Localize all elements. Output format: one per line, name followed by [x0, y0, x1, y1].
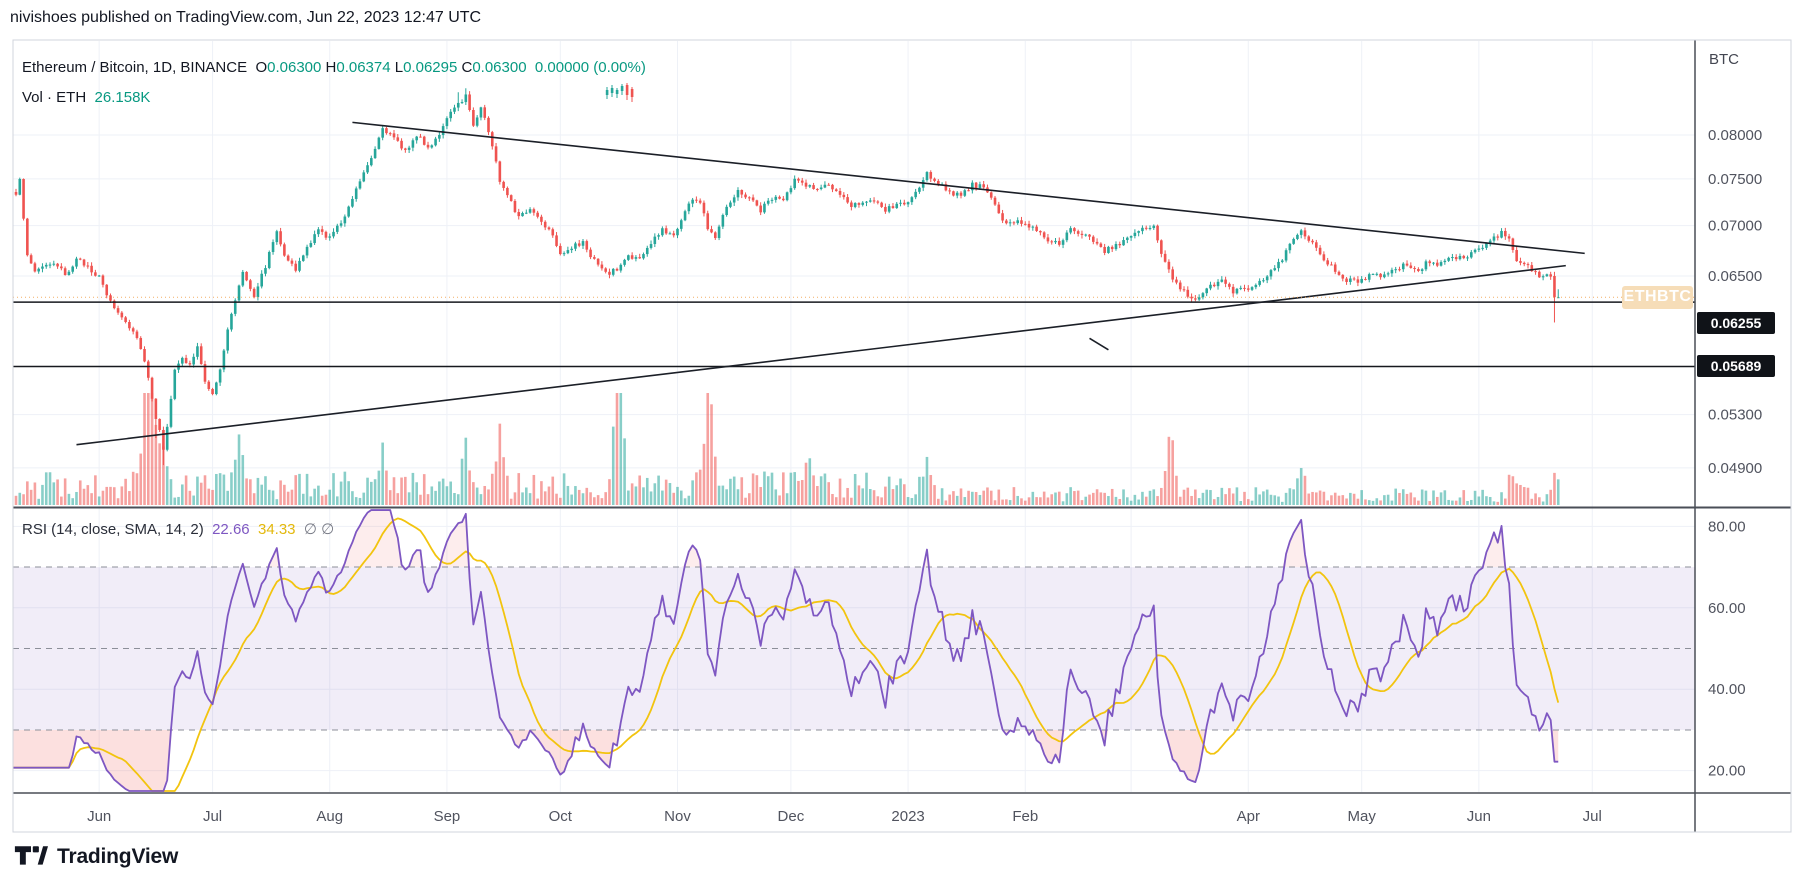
time-axis-label[interactable]: Jul: [1583, 808, 1602, 825]
volume-legend: Vol · ETH 26.158K: [22, 89, 150, 106]
rsi-oversold-fill: [13, 729, 1559, 792]
ohlc-value: 0.06300: [472, 59, 531, 76]
price-tick: 0.05300: [1708, 407, 1762, 424]
volume-bars: [14, 393, 1560, 505]
rsi-empty-1: ∅: [303, 521, 317, 538]
published-header: nivishoes published on TradingView.com, …: [10, 9, 482, 26]
time-axis-label[interactable]: Jul: [203, 808, 222, 825]
trendline-descending-resistance[interactable]: [352, 121, 1585, 255]
axis-labels: 0.08000 0.07500 0.07000 0.06500 0.05300 0.049…: [87, 127, 1762, 825]
price-tick: 0.07000: [1708, 218, 1762, 235]
change-percent: (0.00%): [593, 59, 646, 76]
rsi-line: [13, 509, 1559, 792]
change-value: 0.00000: [534, 59, 590, 76]
rsi-title: RSI (14, close, SMA, 14, 2): [22, 521, 204, 538]
rsi-legend: RSI (14, close, SMA, 14, 2) 22.66 34.33 …: [22, 520, 334, 538]
rsi-empty-2: ∅: [321, 521, 335, 538]
gridlines: [13, 41, 1695, 792]
symbol-price-badge: ETHBTC: [1622, 285, 1693, 309]
chart-frame: [12, 39, 1792, 833]
trendline-small-mark[interactable]: [1089, 337, 1109, 351]
time-axis-label[interactable]: Jun: [87, 808, 111, 825]
rsi-pane: [13, 509, 1695, 792]
time-axis-label[interactable]: Sep: [434, 808, 461, 825]
time-axis-label[interactable]: Nov: [664, 808, 691, 825]
time-axis-label[interactable]: 2023: [891, 808, 924, 825]
time-axis-label[interactable]: Dec: [778, 808, 805, 825]
rsi-tick: 40.00: [1708, 681, 1746, 698]
tradingview-logo-icon: [14, 846, 48, 865]
time-axis-label[interactable]: May: [1348, 808, 1377, 825]
price-tick: 0.08000: [1708, 127, 1762, 144]
ohlc-value: 0.06295: [403, 59, 462, 76]
trendline-ascending-support[interactable]: [76, 264, 1566, 446]
price-axis-unit: BTC: [1709, 51, 1739, 68]
interval-label: 1D,: [152, 59, 177, 76]
price-tick: 0.06500: [1708, 268, 1762, 285]
horizontal-line-price-badge: 0.06255: [1697, 311, 1775, 334]
rsi-tick: 80.00: [1708, 518, 1746, 535]
ohlc-key: L: [394, 59, 404, 76]
rsi-tick: 60.00: [1708, 600, 1746, 617]
ohlc-key: H: [325, 59, 337, 76]
ohlc-values: O0.06300 H0.06374 L0.06295 C0.06300: [255, 59, 530, 76]
ohlc-value: 0.06374: [336, 59, 395, 76]
footer-brand[interactable]: TradingView: [14, 844, 178, 870]
symbol-title: Ethereum / Bitcoin,: [22, 59, 149, 76]
candlesticks: [14, 88, 1560, 466]
rsi-value: 22.66: [212, 521, 250, 538]
price-tick: 0.04900: [1708, 460, 1762, 477]
price-tick: 0.07500: [1708, 171, 1762, 188]
time-axis-label[interactable]: Feb: [1012, 808, 1038, 825]
time-axis-label[interactable]: Jun: [1467, 808, 1491, 825]
rsi-overbought-fill: [13, 510, 1559, 568]
footer-brand-text: TradingView: [57, 845, 179, 868]
time-axis-label[interactable]: Apr: [1237, 808, 1260, 825]
rsi-sma-value: 34.33: [257, 521, 296, 538]
bars-pattern-icon: [605, 83, 634, 102]
time-axis-label[interactable]: Oct: [549, 808, 573, 825]
rsi-tick: 20.00: [1708, 763, 1746, 780]
time-axis-label[interactable]: Aug: [316, 808, 343, 825]
exchange-label: BINANCE: [180, 59, 248, 76]
ohlc-value: 0.06300: [267, 59, 326, 76]
horizontal-line-price-badge: 0.05689: [1697, 355, 1775, 378]
price-pane: [13, 88, 1695, 505]
symbol-legend: Ethereum / Bitcoin, 1D, BINANCE O0.06300…: [22, 59, 646, 76]
volume-label: Vol · ETH: [22, 89, 87, 106]
ohlc-key: O: [255, 59, 268, 76]
volume-value: 26.158K: [94, 89, 151, 106]
ohlc-key: C: [461, 59, 473, 76]
